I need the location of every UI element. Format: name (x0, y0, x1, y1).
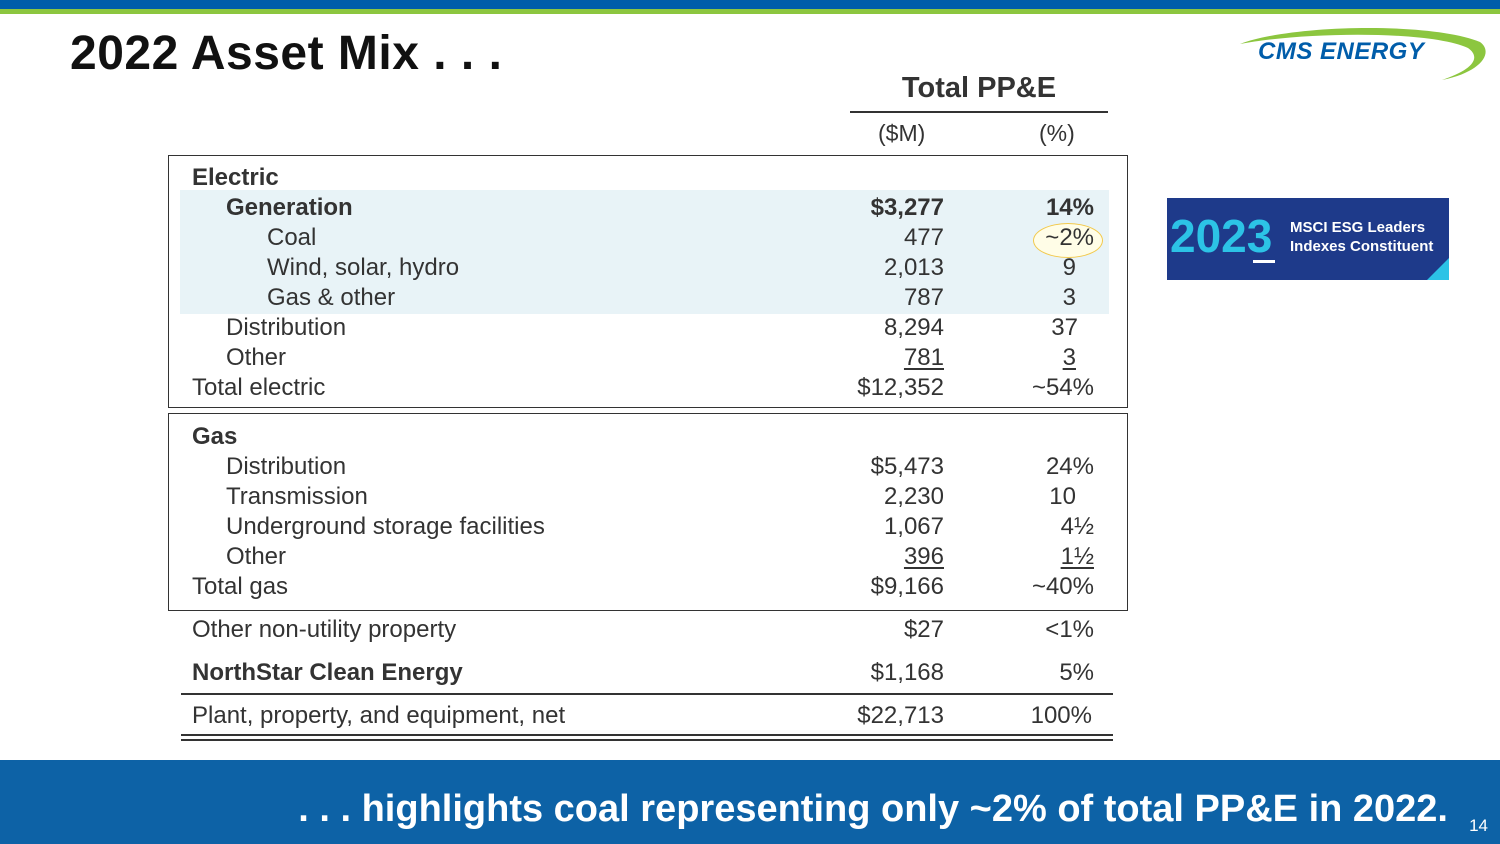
row-percent: 5% (1059, 659, 1094, 686)
row-percent: 3 (1062, 344, 1076, 371)
row-label: Total electric (192, 374, 326, 401)
table-row: Wind, solar, hydro 2,013 9 (168, 253, 1128, 283)
page-number: 14 (1469, 816, 1488, 835)
total-double-rule-2 (181, 739, 1113, 741)
footer-takeaway: . . . highlights coal representing only … (298, 788, 1448, 830)
row-label: Other non-utility property (192, 616, 457, 643)
total-double-rule-1 (181, 734, 1113, 736)
table-row: Other 781 3 (168, 343, 1128, 373)
row-amount: $3,277 (870, 194, 944, 221)
row-label: NorthStar Clean Energy (192, 659, 463, 686)
row-percent: ~2% (1045, 224, 1094, 251)
row-percent: 3 (1062, 284, 1076, 311)
column-header-rule (850, 111, 1108, 113)
table-row: Underground storage facilities 1,067 4½ (168, 512, 1128, 542)
row-percent: 100% (1030, 702, 1092, 729)
electric-heading-row: Electric (168, 163, 1128, 193)
row-label: Total gas (192, 573, 289, 600)
row-percent: ~54% (1031, 374, 1094, 401)
row-amount: 477 (903, 224, 944, 251)
row-label: Gas & other (267, 284, 396, 311)
table-row: Generation $3,277 14% (168, 193, 1128, 223)
row-label: Distribution (226, 453, 347, 480)
top-accent-bar-blue (0, 0, 1500, 9)
msci-corner-accent (1427, 258, 1449, 280)
percent-unit-label: (%) (1039, 120, 1075, 146)
footer-banner: . . . highlights coal representing only … (0, 760, 1500, 844)
row-amount: 787 (903, 284, 944, 311)
row-percent: 1½ (1060, 543, 1094, 570)
row-percent: 4½ (1060, 513, 1094, 540)
msci-year: 2023 (1170, 210, 1273, 262)
row-label: Other (226, 344, 287, 371)
row-amount: $12,352 (857, 374, 944, 401)
row-label: Wind, solar, hydro (267, 254, 460, 281)
gas-section-box (168, 413, 1128, 611)
table-row: Total gas $9,166 ~40% (168, 572, 1128, 602)
row-percent: ~40% (1031, 573, 1094, 600)
row-amount: 781 (903, 344, 944, 371)
row-percent: 9 (1062, 254, 1076, 281)
msci-esg-badge: 2023 MSCI ESG Leaders Indexes Constituen… (1167, 198, 1449, 280)
northstar-row: NorthStar Clean Energy $1,168 5% (168, 658, 1128, 688)
msci-text: MSCI ESG Leaders Indexes Constituent (1290, 218, 1433, 256)
amount-unit-label: ($M) (878, 120, 926, 146)
row-amount: 2,013 (883, 254, 944, 281)
gas-heading: Gas (192, 423, 238, 450)
row-amount: $22,713 (857, 702, 944, 729)
row-amount: $1,168 (870, 659, 944, 686)
row-amount: 8,294 (883, 314, 944, 341)
cms-energy-logo-text: CMS ENERGY (1258, 38, 1425, 65)
row-label: Underground storage facilities (226, 513, 545, 540)
row-label: Plant, property, and equipment, net (192, 702, 566, 729)
row-label: Distribution (226, 314, 347, 341)
row-amount: 396 (903, 543, 944, 570)
row-amount: $5,473 (870, 453, 944, 480)
row-percent: 24% (1045, 453, 1094, 480)
total-top-rule (181, 693, 1113, 695)
electric-heading: Electric (192, 164, 279, 191)
table-row: Other 396 1½ (168, 542, 1128, 572)
slide-title: 2022 Asset Mix . . . (70, 27, 503, 80)
gas-heading-row: Gas (168, 422, 1128, 452)
row-percent: 37 (1051, 314, 1078, 341)
generation-highlight (180, 190, 1109, 314)
electric-section-box (168, 155, 1128, 408)
table-row: Total electric $12,352 ~54% (168, 373, 1128, 403)
row-amount: $9,166 (870, 573, 944, 600)
table-row: Distribution 8,294 37 (168, 313, 1128, 343)
row-percent: 10 (1049, 483, 1076, 510)
row-label: Generation (226, 194, 353, 221)
row-amount: 2,230 (883, 483, 944, 510)
coal-percent-highlight (1033, 223, 1103, 258)
row-label: Coal (267, 224, 317, 251)
table-row: Gas & other 787 3 (168, 283, 1128, 313)
other-non-utility-row: Other non-utility property $27 <1% (168, 615, 1128, 645)
table-row: Transmission 2,230 10 (168, 482, 1128, 512)
total-row: Plant, property, and equipment, net $22,… (168, 701, 1128, 731)
row-amount: $27 (903, 616, 944, 643)
table-row: Distribution $5,473 24% (168, 452, 1128, 482)
msci-dash (1253, 260, 1275, 263)
row-percent: <1% (1045, 616, 1094, 643)
table-row: Coal 477 ~2% (168, 223, 1128, 253)
row-label: Transmission (226, 483, 368, 510)
msci-line-1: MSCI ESG Leaders (1290, 219, 1426, 236)
top-accent-bar-green (0, 9, 1500, 14)
column-header-title: Total PP&E (901, 72, 1057, 104)
row-amount: 1,067 (883, 513, 944, 540)
row-percent: 14% (1045, 194, 1094, 221)
row-label: Other (226, 543, 287, 570)
msci-line-2: Indexes Constituent (1290, 238, 1434, 255)
